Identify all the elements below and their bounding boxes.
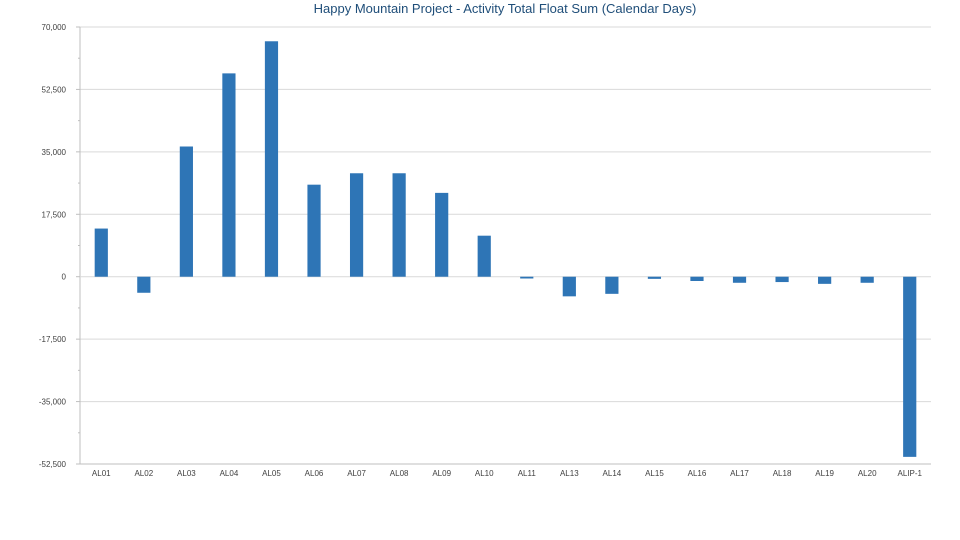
- x-tick-label: AL02: [134, 469, 153, 478]
- y-tick-label: 0: [62, 273, 67, 282]
- x-tick-label: ALIP-1: [897, 469, 922, 478]
- bar-al01: [94, 228, 108, 277]
- x-tick-labels: AL01 AL02 AL03 AL04 AL05 AL06 AL07 AL08 AL09 AL10…: [92, 469, 923, 478]
- x-tick-label: AL07: [347, 469, 366, 478]
- bar-al10: [477, 235, 491, 277]
- x-tick-label: AL17: [730, 469, 749, 478]
- bar-al20: [860, 276, 874, 283]
- y-tick-label: 70,000: [42, 23, 67, 32]
- bar-alip-1: [903, 276, 917, 457]
- bar-al06: [307, 184, 321, 277]
- bar-al08: [392, 173, 406, 277]
- x-tick-label: AL09: [432, 469, 451, 478]
- y-tick-label: -17,500: [39, 335, 67, 344]
- y-tick-label: -35,000: [39, 398, 67, 407]
- x-tick-label: AL03: [177, 469, 196, 478]
- bar-al03: [179, 146, 193, 277]
- bar-al15: [647, 276, 662, 279]
- x-tick-label: AL06: [305, 469, 324, 478]
- x-tick-label: AL01: [92, 469, 111, 478]
- bar-al09: [435, 192, 449, 277]
- bar-al17: [732, 276, 747, 283]
- x-tick-label: AL05: [262, 469, 281, 478]
- x-tick-label: AL18: [773, 469, 792, 478]
- y-tick-labels: 70,000 52,500 35,000 17,500 0 -17,500 -35,000 -…: [39, 23, 67, 469]
- x-tick-label: AL19: [815, 469, 834, 478]
- bar-al07: [349, 173, 364, 277]
- bar-al19: [818, 276, 832, 284]
- y-tick-label: 17,500: [42, 210, 67, 219]
- bar-al02: [137, 276, 151, 293]
- gridlines: [80, 26, 931, 465]
- x-tick-label: AL08: [390, 469, 409, 478]
- x-tick-label: AL16: [688, 469, 707, 478]
- bar-al16: [690, 276, 704, 281]
- x-tick-label: AL20: [858, 469, 877, 478]
- bar-al05: [264, 41, 279, 277]
- bar-al04: [222, 73, 236, 277]
- x-tick-label: AL11: [518, 469, 537, 478]
- bar-al18: [775, 276, 789, 283]
- x-tick-label: AL13: [560, 469, 579, 478]
- bar-al11: [520, 276, 534, 279]
- y-tick-label: -52,500: [39, 460, 67, 469]
- x-tick-label: AL15: [645, 469, 664, 478]
- x-tick-label: AL14: [603, 469, 622, 478]
- bar-al13: [562, 276, 576, 297]
- bar-al14: [605, 276, 619, 294]
- y-tick-label: 35,000: [42, 148, 67, 157]
- x-tick-label: AL10: [475, 469, 494, 478]
- bars: [94, 41, 917, 457]
- x-tick-label: AL04: [220, 469, 239, 478]
- chart-title: Happy Mountain Project - Activity Total …: [314, 1, 697, 16]
- y-tick-label: 52,500: [42, 85, 67, 94]
- axes: [76, 26, 931, 465]
